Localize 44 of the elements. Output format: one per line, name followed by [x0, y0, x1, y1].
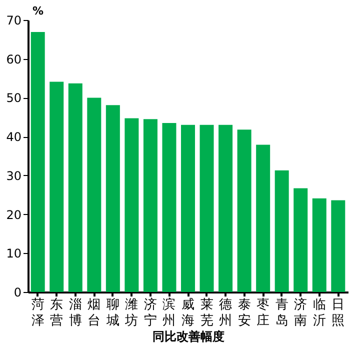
- x-tick-label: 泰安: [238, 298, 251, 328]
- bar: [106, 105, 120, 292]
- x-axis-title: 同比改善幅度: [152, 330, 224, 344]
- y-tick-label: 50: [6, 91, 22, 106]
- bar: [294, 188, 308, 292]
- y-axis-title: %: [32, 4, 44, 18]
- y-tick-label: 40: [6, 130, 22, 144]
- x-tick-label: 济南: [294, 298, 308, 328]
- bar: [256, 144, 270, 292]
- x-tick-label: 潍坊: [124, 298, 138, 328]
- bar: [30, 32, 45, 292]
- bar: [50, 82, 64, 292]
- bar: [124, 118, 139, 292]
- bar: [87, 98, 102, 292]
- x-tick-label: 威海: [182, 298, 194, 328]
- x-tick-label: 菏泽: [31, 298, 44, 328]
- x-tick-label: 青岛: [275, 298, 288, 328]
- bar: [274, 170, 289, 292]
- bar: [162, 122, 176, 292]
- y-tick-label: 70: [6, 14, 22, 28]
- x-tick-label: 日照: [332, 298, 345, 328]
- y-tick-label: 10: [6, 246, 22, 261]
- y-tick-label: 0: [14, 286, 22, 300]
- x-tick-label: 临沂: [312, 298, 326, 328]
- x-tick-label: 枣庄: [256, 298, 270, 328]
- x-tick-label: 东营: [50, 298, 64, 328]
- x-tick-label: 德州: [219, 298, 232, 328]
- bar: [181, 124, 195, 292]
- x-tick-label: 济宁: [144, 298, 157, 328]
- bar: [200, 124, 214, 292]
- x-tick-label: 莱芜: [200, 298, 214, 328]
- y-tick-label: 20: [6, 208, 22, 222]
- x-tick-label: 烟台: [88, 298, 101, 328]
- y-tick-label: 30: [6, 168, 22, 183]
- x-tick-label: 聊城: [105, 298, 120, 328]
- y-tick-label: 60: [6, 52, 22, 66]
- bar: [331, 200, 346, 292]
- bar: [237, 130, 252, 292]
- x-tick-label: 淄博: [68, 298, 82, 328]
- bar: [68, 83, 82, 292]
- bar: [143, 119, 158, 292]
- bar: [218, 124, 233, 292]
- bar: [312, 198, 326, 292]
- x-tick-label: 滨州: [162, 296, 176, 328]
